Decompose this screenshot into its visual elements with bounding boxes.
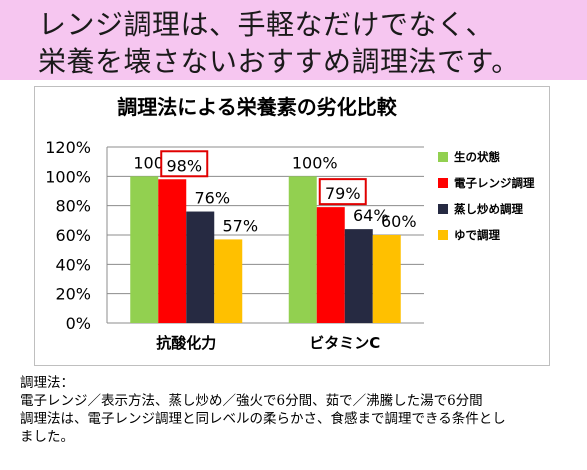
note-line-3: ました。 — [20, 429, 74, 445]
legend-label: 電子レンジ調理 — [454, 176, 535, 190]
bar-0-1 — [158, 179, 187, 323]
y-tick-label: 100% — [45, 167, 91, 186]
legend-label: 生の状態 — [454, 150, 500, 164]
bar-1-2 — [344, 229, 373, 323]
y-tick-label: 120% — [45, 138, 91, 157]
legend-swatch — [438, 152, 448, 162]
data-label: 98% — [166, 156, 202, 175]
bar-1-0 — [288, 176, 317, 323]
legend-label: ゆで調理 — [454, 228, 500, 242]
note-line-1: 電子レンジ／表示方法、蒸し炒め／強火で6分間、茹で／沸騰した湯で6分間 — [20, 393, 483, 409]
legend-swatch — [438, 204, 448, 214]
highlight-box — [160, 150, 209, 178]
data-label: 76% — [194, 189, 230, 208]
header-line-1: レンジ調理は、手軽なだけでなく、 — [38, 8, 495, 41]
category-label: 抗酸化力 — [156, 334, 216, 352]
data-label: 64% — [353, 206, 389, 225]
note-heading: 調理法： — [20, 375, 74, 391]
bar-0-0 — [130, 176, 159, 323]
method-note: 調理法： 電子レンジ／表示方法、蒸し炒め／強火で6分間、茹で／沸騰した湯で6分間… — [20, 374, 580, 446]
data-label: 57% — [222, 216, 258, 235]
header-banner: レンジ調理は、手軽なだけでなく、 栄養を壊さないおすすめ調理法です。 — [0, 0, 587, 80]
category-label: ビタミンC — [309, 334, 380, 352]
y-tick-label: 80% — [55, 197, 91, 216]
data-label: 100% — [292, 153, 338, 172]
legend-swatch — [438, 178, 448, 188]
bar-1-1 — [316, 207, 345, 323]
y-tick-label: 40% — [55, 255, 91, 274]
bar-chart: 調理法による栄養素の劣化比較 0% 20% 40% 60% 80% 100% 120% 100%… — [45, 95, 535, 352]
highlight-box — [318, 178, 367, 206]
bar-1-3 — [372, 235, 401, 323]
legend-label: 蒸し炒め調理 — [454, 202, 523, 216]
data-label: 79% — [325, 184, 361, 203]
bar-0-3 — [214, 239, 243, 323]
y-tick-label: 0% — [66, 314, 91, 333]
legend-swatch — [438, 230, 448, 240]
data-label: 60% — [381, 212, 417, 231]
header-line-2: 栄養を壊さないおすすめ調理法です。 — [38, 45, 520, 78]
note-line-2: 調理法は、電子レンジ調理と同レベルの柔らかさ、食感まで調理できる条件とし — [20, 411, 506, 427]
y-tick-label: 60% — [55, 226, 91, 245]
chart-panel: 調理法による栄養素の劣化比較 0% 20% 40% 60% 80% 100% 120% 100%… — [34, 86, 550, 366]
bar-0-2 — [186, 211, 215, 323]
chart-title: 調理法による栄養素の劣化比較 — [117, 95, 397, 119]
y-tick-label: 20% — [55, 285, 91, 304]
